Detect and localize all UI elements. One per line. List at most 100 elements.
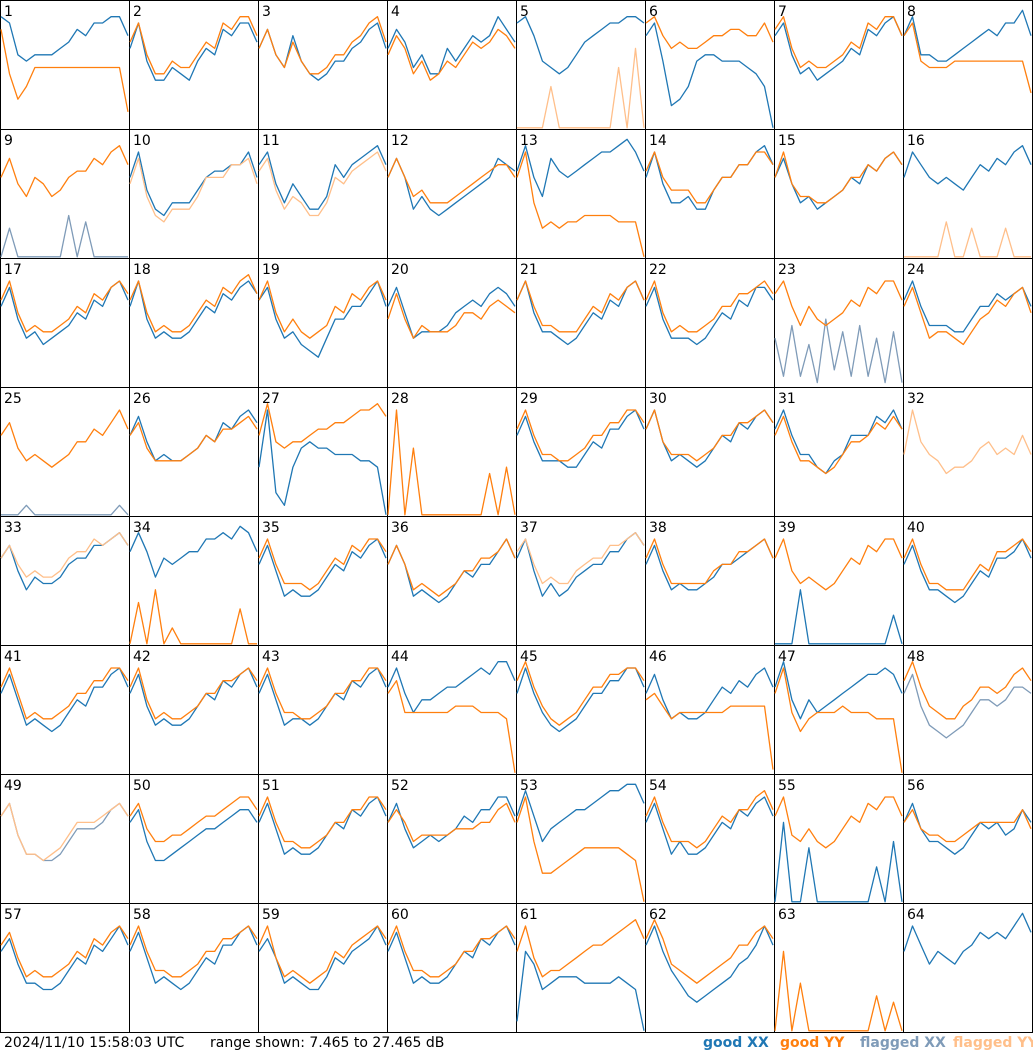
- panel-frame: [903, 774, 1033, 904]
- panel: 20: [387, 258, 517, 388]
- plot-area: [0, 532, 129, 591]
- plot-area: [129, 525, 258, 645]
- series-line: [645, 790, 774, 849]
- panel: 2: [129, 0, 259, 130]
- panel-frame: [516, 0, 646, 130]
- panel-title: 62: [649, 907, 667, 923]
- panel-title: 60: [391, 907, 409, 923]
- plot-area: [387, 16, 516, 81]
- panel-frame: [387, 258, 517, 388]
- series-line: [1, 504, 129, 516]
- plot-area: [516, 919, 645, 1031]
- plot-area: [903, 912, 1032, 965]
- series-line: [129, 415, 258, 462]
- series-line: [129, 667, 258, 726]
- panel-title: 4: [391, 4, 400, 20]
- series-line: [645, 409, 774, 468]
- panel-frame: [516, 129, 646, 259]
- plot-area: [774, 950, 903, 1032]
- series-line: [0, 925, 129, 991]
- panel: 14: [645, 129, 775, 259]
- series-line: [645, 409, 774, 462]
- plot-area: [387, 925, 516, 984]
- panel-frame: [258, 645, 388, 775]
- series-line: [516, 409, 645, 462]
- panel-title: 52: [391, 778, 409, 794]
- series-line: [129, 796, 258, 843]
- panel-title: 45: [520, 649, 538, 665]
- series-line: [387, 293, 516, 339]
- panel-title: 56: [907, 778, 925, 794]
- panel-title: 41: [4, 649, 22, 665]
- series-line: [516, 138, 645, 198]
- panel: 30: [645, 387, 775, 517]
- panel-title: 31: [778, 391, 796, 407]
- panel: 46: [645, 645, 775, 775]
- panel: 64: [903, 903, 1033, 1033]
- panel: 8: [903, 0, 1033, 130]
- panel: 60: [387, 903, 517, 1033]
- plot-area: [645, 280, 774, 346]
- series-line: [387, 409, 516, 516]
- panel-title: 47: [778, 649, 796, 665]
- panel: 54: [645, 774, 775, 904]
- panel: 10: [129, 129, 259, 259]
- series-line: [258, 538, 387, 597]
- panel-title: 18: [133, 262, 151, 278]
- plot-area: [774, 538, 903, 645]
- plot-area: [129, 925, 258, 991]
- plot-area: [903, 409, 1032, 475]
- panel-title: 21: [520, 262, 538, 278]
- panel: 24: [903, 258, 1033, 388]
- plot-area: [258, 403, 387, 515]
- series-line: [258, 280, 387, 339]
- series-line: [0, 280, 129, 346]
- panel: 45: [516, 645, 646, 775]
- panel-frame: [129, 903, 259, 1033]
- panel: 59: [258, 903, 388, 1033]
- plot-area: [903, 145, 1032, 258]
- panel: 32: [903, 387, 1033, 517]
- plot-area: [903, 538, 1032, 604]
- series-line: [516, 532, 645, 585]
- panel: 29: [516, 387, 646, 517]
- series-line: [645, 22, 774, 128]
- panel: 18: [129, 258, 259, 388]
- panel-frame: [258, 0, 388, 130]
- series-line: [258, 280, 387, 358]
- panel-title: 16: [907, 133, 925, 149]
- series-line: [387, 925, 516, 978]
- series-line: [516, 16, 645, 75]
- panel: 44: [387, 645, 517, 775]
- series-line: [904, 221, 1031, 258]
- series-line: [129, 280, 258, 339]
- legend-entry: flagged XX: [860, 1035, 946, 1051]
- panel: 28: [387, 387, 517, 517]
- panel-frame: [774, 0, 904, 130]
- series-line: [258, 925, 387, 991]
- panel-title: 61: [520, 907, 538, 923]
- panel: 57: [0, 903, 130, 1033]
- panel-title: 7: [778, 4, 787, 20]
- series-line: [774, 151, 903, 204]
- series-line: [129, 525, 258, 578]
- series-line: [903, 145, 1032, 191]
- series-line: [258, 151, 387, 217]
- plot-area: [645, 16, 774, 128]
- series-line: [387, 802, 516, 843]
- series-line: [258, 796, 387, 849]
- panel: 58: [129, 903, 259, 1033]
- series-line: [903, 538, 1032, 604]
- series-line: [387, 538, 516, 604]
- series-line: [258, 538, 387, 591]
- series-line: [516, 919, 645, 978]
- panel-frame: [903, 645, 1033, 775]
- panel-title: 51: [262, 778, 280, 794]
- panel: 7: [774, 0, 904, 130]
- plot-area: [0, 16, 129, 113]
- series-line: [645, 925, 774, 1003]
- series-line: [258, 145, 387, 210]
- panel-title: 30: [649, 391, 667, 407]
- panel-title: 57: [4, 907, 22, 923]
- panel-frame: [903, 0, 1033, 130]
